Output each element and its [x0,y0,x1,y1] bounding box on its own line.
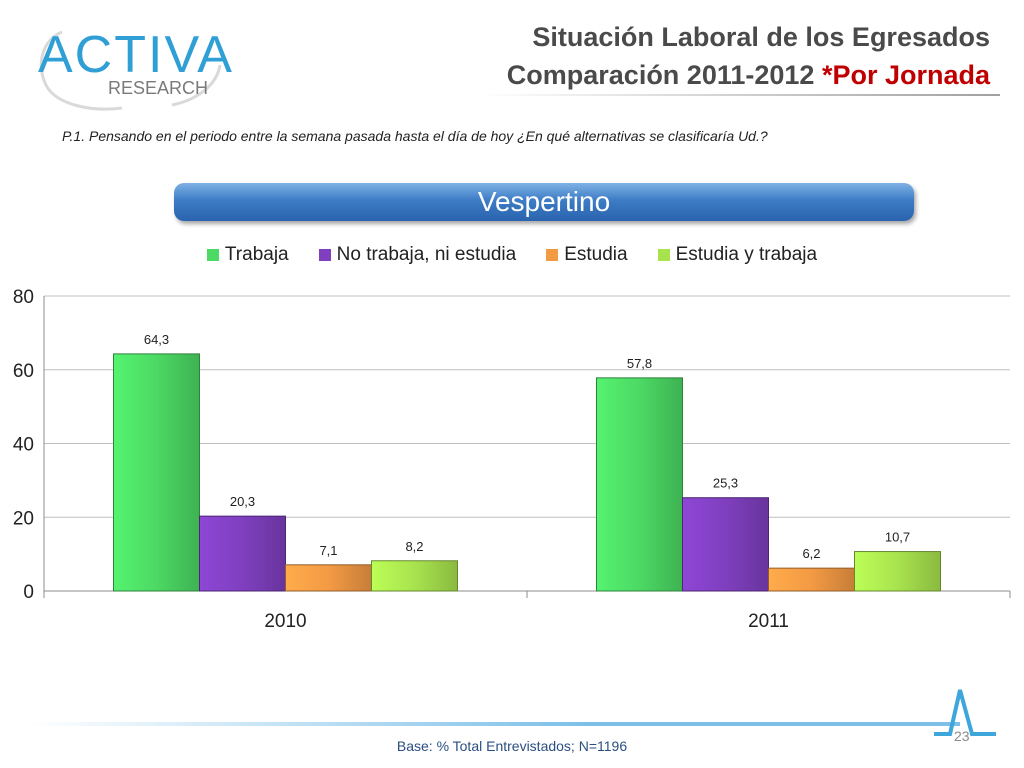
bar-chart: 0 20 40 60 80 64,3 20,3 7,1 8,2 2010 57,8 25,3 6,2 10… [13,287,1011,632]
svg-text:ACTIVA: ACTIVA [38,26,232,84]
legend-swatch [546,249,559,261]
question-text: P.1. Pensando en el periodo entre la sem… [62,128,768,144]
data-label: 57,8 [627,356,652,371]
activa-research-logo: ACTIVA RESEARCH [38,26,232,111]
data-label: 6,2 [802,546,820,561]
title-line-2: Comparación 2011-2012 *Por Jornada [507,60,990,91]
title-line-2-highlight: *Por Jornada [821,60,990,90]
legend-swatch [318,249,331,261]
title-line-1: Situación Laboral de los Egresados [532,22,990,52]
x-tick-label: 2010 [264,611,306,632]
y-tick-label: 40 [13,435,34,456]
data-label: 64,3 [144,332,169,347]
y-tick-label: 80 [13,287,34,308]
y-tick-label: 20 [13,508,34,529]
page-number: 23 [954,728,970,744]
footer-logo-icon [934,689,996,736]
bar [854,551,941,592]
bar [682,497,769,592]
legend-item: Estudia y trabaja [657,244,818,266]
bar [768,567,855,592]
base-note: Base: % Total Entrevistados; N=1196 [396,738,628,754]
legend-item: No trabaja, ni estudia [318,244,517,266]
legend-label: Trabaja [224,244,289,265]
legend-swatch [206,249,219,261]
svg-text:RESEARCH: RESEARCH [108,78,208,98]
bar [596,377,683,592]
footer-bar [30,722,960,726]
y-tick-label: 0 [23,582,34,603]
legend-label: No trabaja, ni estudia [336,244,517,265]
bar [113,353,200,592]
chart-legend: Trabaja No trabaja, ni estudia Estudia Estu… [0,244,1024,266]
legend-label: Estudia [564,244,628,265]
legend-item: Estudia [546,244,628,266]
section-banner: Vespertino [174,183,914,221]
title-divider [480,94,1000,96]
bar [199,515,286,592]
legend-label: Estudia y trabaja [675,244,818,265]
bar [285,564,372,592]
x-tick-label: 2011 [748,611,789,632]
data-label: 20,3 [230,494,255,509]
legend-item: Trabaja [206,244,289,266]
title-line-2-prefix: Comparación 2011-2012 [506,60,822,90]
legend-swatch [657,249,670,261]
bar [371,560,458,592]
data-label: 25,3 [713,476,738,491]
y-tick-label: 60 [13,361,34,382]
data-label: 7,1 [319,543,337,558]
data-label: 10,7 [885,530,910,545]
data-label: 8,2 [405,539,423,554]
